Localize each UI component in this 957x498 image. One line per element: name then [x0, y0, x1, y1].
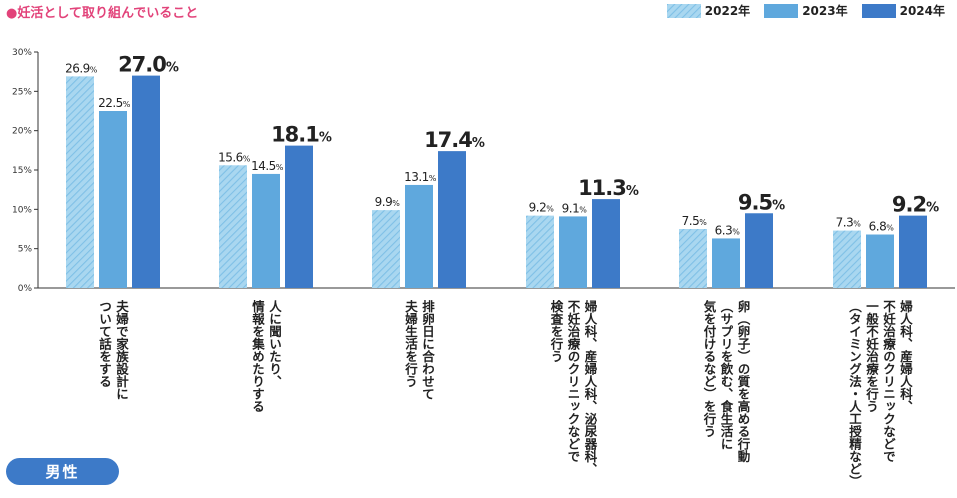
bar: [745, 213, 773, 288]
data-label: 9.1%: [562, 201, 588, 215]
y-tick-label: 30%: [12, 48, 32, 58]
category-label: 卵（卵子）の質を高める行動: [736, 299, 751, 463]
category-label: ついて話をする: [97, 300, 112, 388]
data-label: 26.9%: [65, 61, 98, 75]
category-label: 一般不妊治療を行う: [864, 300, 879, 413]
bar: [252, 173, 280, 288]
data-label: 7.5%: [682, 214, 708, 228]
bar: [679, 229, 707, 288]
bar: [526, 215, 554, 288]
bar: [132, 75, 160, 288]
gender-badge: 男性: [6, 458, 119, 485]
y-tick-label: 20%: [12, 127, 32, 137]
legend-item-2022: 2022年: [666, 2, 751, 19]
bar: [438, 151, 466, 288]
bar: [899, 215, 927, 288]
category-label: 不妊治療のクリニックなどで: [566, 300, 581, 463]
legend-label-2022: 2022年: [704, 4, 751, 18]
legend-swatch-2024: [861, 3, 896, 18]
category-label: 検査を行う: [549, 299, 564, 363]
y-tick-label: 5%: [18, 245, 33, 255]
category-label: 不妊治療のクリニックなどで: [881, 300, 896, 463]
bar: [712, 238, 740, 288]
category-label: 情報を集めたりする: [250, 299, 265, 413]
category-label: 排卵日に合わせて: [420, 299, 435, 400]
data-label: 11.3%: [578, 176, 639, 200]
legend-label-2024: 2024年: [899, 4, 945, 18]
data-label: 27.0%: [118, 53, 179, 77]
data-label: 6.8%: [869, 220, 895, 234]
category-label: 気を付けるなど）を行う: [702, 299, 717, 438]
bar: [99, 111, 127, 288]
data-label: 9.2%: [892, 193, 939, 217]
category-label: 婦人科、産婦人科、: [898, 299, 913, 413]
data-label: 18.1%: [271, 123, 332, 147]
y-tick-label: 10%: [12, 205, 32, 215]
data-label: 22.5%: [98, 96, 131, 110]
y-tick-label: 15%: [12, 166, 32, 176]
bar: [833, 230, 861, 288]
legend-label-2023: 2023年: [802, 4, 848, 18]
data-label: 7.3%: [836, 216, 862, 230]
bar: [219, 165, 247, 288]
bar: [592, 199, 620, 288]
legend: 2022年 2023年 2024年: [666, 2, 945, 19]
category-label: 夫婦で家族設計に: [114, 299, 129, 400]
data-label: 9.2%: [529, 201, 555, 215]
bar: [372, 210, 400, 288]
legend-swatch-2022: [666, 3, 701, 18]
data-label: 9.9%: [375, 195, 401, 209]
legend-item-2023: 2023年: [764, 2, 848, 19]
y-tick-label: 0%: [18, 284, 33, 294]
category-label: 婦人科、産婦人科、泌尿器科、: [583, 299, 598, 475]
chart-title: ●妊活として取り組んでいること: [6, 6, 199, 21]
legend-swatch-2023: [764, 3, 799, 18]
data-label: 9.5%: [738, 190, 785, 214]
category-label: 夫婦生活を行う: [403, 299, 418, 388]
category-label: （サプリを飲む、食生活に: [719, 300, 734, 450]
data-label: 17.4%: [424, 128, 485, 152]
bar: [285, 145, 313, 288]
bar: [66, 76, 94, 289]
data-label: 15.6%: [218, 150, 251, 164]
bar: [559, 216, 587, 288]
data-label: 6.3%: [715, 223, 741, 237]
bar: [866, 234, 894, 288]
data-label: 13.1%: [404, 170, 437, 184]
legend-item-2024: 2024年: [861, 2, 945, 19]
category-label: （タイミング法・人工授精など）: [847, 300, 862, 488]
bar: [405, 184, 433, 288]
category-label: 人に聞いたり、: [267, 299, 282, 388]
data-label: 14.5%: [251, 159, 284, 173]
y-tick-label: 25%: [12, 87, 32, 97]
